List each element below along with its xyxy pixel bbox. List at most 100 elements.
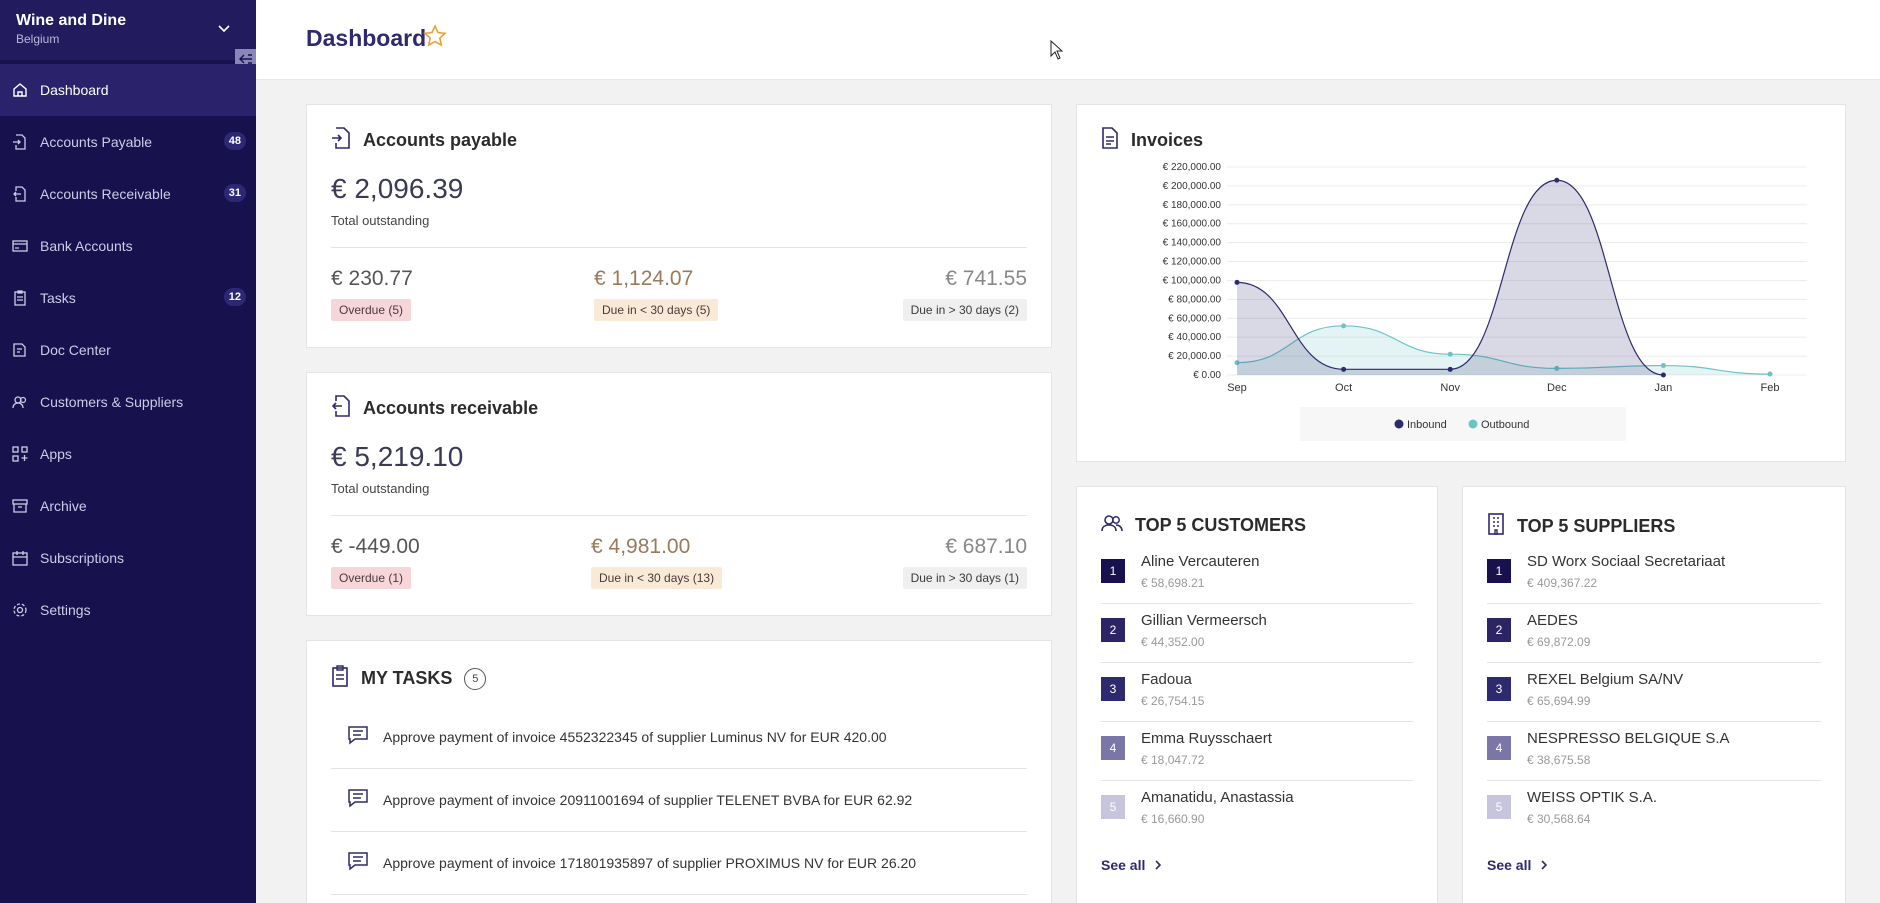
sidebar-item-archive[interactable]: Archive: [0, 480, 256, 532]
sidebar-item-settings[interactable]: Settings: [0, 584, 256, 636]
total-outstanding-label: Total outstanding: [331, 213, 430, 228]
y-tick-label: € 160,000.00: [1163, 219, 1222, 230]
sidebar-item-bank-accounts[interactable]: Bank Accounts: [0, 220, 256, 272]
sidebar-item-tasks[interactable]: Tasks 12: [0, 272, 256, 324]
supplier-name: AEDES: [1527, 612, 1578, 629]
invoices-card: Invoices € 0.00 € 20,000.00 € 40,000.00 € 6…: [1076, 104, 1846, 462]
top-suppliers-card: TOP 5 SUPPLIERS 1 SD Worx Sociaal Secret…: [1462, 486, 1846, 903]
divider: [331, 247, 1027, 248]
card-title: MY TASKS: [361, 668, 453, 688]
chevron-down-icon[interactable]: [218, 22, 230, 36]
favorite-star-icon[interactable]: [423, 24, 447, 53]
archive-icon: [12, 498, 28, 514]
customer-row[interactable]: 4 Emma Ruysschaert € 18,047.72: [1101, 722, 1413, 781]
series-line-outbound: [1236, 325, 1771, 375]
sidebar-item-apps[interactable]: Apps: [0, 428, 256, 480]
company-switcher[interactable]: Wine and Dine Belgium: [0, 0, 256, 60]
task-item[interactable]: Approve payment of invoice 20911001694 o…: [331, 769, 1027, 832]
task-item[interactable]: Approve payment of invoice 171801935897 …: [331, 832, 1027, 895]
mouse-cursor-icon: [1050, 39, 1064, 65]
accounts-receivable-card: Accounts receivable € 5,219.10 Total out…: [306, 372, 1052, 616]
divider: [331, 515, 1027, 516]
customer-row[interactable]: 5 Amanatidu, Anastassia € 16,660.90: [1101, 781, 1413, 840]
customer-name: Fadoua: [1141, 671, 1192, 688]
due-30-plus-badge[interactable]: Due in > 30 days (1): [902, 567, 1027, 589]
data-point: [1767, 371, 1773, 377]
data-point: [1554, 177, 1560, 183]
customer-name: Gillian Vermeersch: [1141, 612, 1267, 629]
chevron-right-icon: [1541, 857, 1548, 873]
customer-value: € 44,352.00: [1141, 635, 1205, 649]
data-point: [1554, 365, 1560, 371]
legend-label: Outbound: [1481, 419, 1529, 431]
accounts-payable-card: Accounts payable € 2,096.39 Total outsta…: [306, 104, 1052, 348]
due-30-plus-amount: € 741.55: [945, 267, 1027, 290]
see-all-customers-link[interactable]: See all: [1101, 857, 1162, 873]
supplier-value: € 38,675.58: [1527, 753, 1591, 767]
sidebar-item-dashboard[interactable]: Dashboard: [0, 64, 256, 116]
y-tick-label: € 140,000.00: [1163, 238, 1222, 249]
comment-icon: [347, 788, 369, 813]
overdue-amount: € -449.00: [331, 535, 420, 558]
sidebar-item-subscriptions[interactable]: Subscriptions: [0, 532, 256, 584]
supplier-row[interactable]: 5 WEISS OPTIK S.A. € 30,568.64: [1487, 781, 1821, 840]
x-tick-label: Nov: [1440, 382, 1460, 394]
supplier-name: NESPRESSO BELGIQUE S.A: [1527, 730, 1730, 747]
page-title: Dashboard: [306, 25, 427, 51]
count-badge: 31: [223, 184, 246, 202]
due-30-plus-badge[interactable]: Due in > 30 days (2): [902, 299, 1027, 321]
sidebar-item-label: Archive: [40, 498, 87, 514]
card-title: Accounts receivable: [363, 398, 539, 418]
overdue-badge[interactable]: Overdue (1): [331, 567, 412, 589]
customer-row[interactable]: 2 Gillian Vermeersch € 44,352.00: [1101, 604, 1413, 663]
due-30-badge[interactable]: Due in < 30 days (13): [591, 567, 723, 589]
supplier-name: REXEL Belgium SA/NV: [1527, 671, 1684, 688]
y-tick-label: € 120,000.00: [1163, 257, 1222, 268]
y-tick-label: € 0.00: [1193, 370, 1221, 381]
customer-row[interactable]: 3 Fadoua € 26,754.15: [1101, 663, 1413, 722]
data-point: [1234, 360, 1240, 366]
doc-center-icon: [12, 342, 28, 358]
rank-badge: 2: [1487, 618, 1511, 642]
y-tick-label: € 220,000.00: [1163, 162, 1222, 173]
task-text: Approve payment of invoice 4552322345 of…: [383, 729, 887, 745]
sidebar-item-customers-suppliers[interactable]: Customers & Suppliers: [0, 376, 256, 428]
overdue-badge[interactable]: Overdue (5): [331, 299, 412, 321]
sidebar-item-accounts-receivable[interactable]: Accounts Receivable 31: [0, 168, 256, 220]
task-count-badge: 5: [464, 667, 487, 690]
task-item[interactable]: Approve payment of invoice 4552322345 of…: [331, 706, 1027, 769]
y-tick-label: € 200,000.00: [1163, 181, 1222, 192]
users-icon: [12, 394, 28, 410]
supplier-row[interactable]: 2 AEDES € 69,872.09: [1487, 604, 1821, 663]
customer-value: € 26,754.15: [1141, 694, 1205, 708]
card-title: Invoices: [1131, 130, 1204, 150]
legend-swatch: [1394, 419, 1404, 429]
supplier-row[interactable]: 1 SD Worx Sociaal Secretariaat € 409,367…: [1487, 545, 1821, 604]
y-tick-label: € 60,000.00: [1168, 313, 1221, 324]
outbound-document-icon: [12, 186, 28, 202]
supplier-value: € 65,694.99: [1527, 694, 1591, 708]
supplier-row[interactable]: 3 REXEL Belgium SA/NV € 65,694.99: [1487, 663, 1821, 722]
total-outstanding-amount: € 2,096.39: [331, 173, 464, 204]
credit-card-icon: [12, 238, 28, 254]
rank-badge: 3: [1101, 677, 1125, 701]
overdue-amount: € 230.77: [331, 267, 413, 290]
due-30-badge[interactable]: Due in < 30 days (5): [594, 299, 719, 321]
inbound-document-icon: [12, 134, 28, 150]
sidebar-item-label: Dashboard: [40, 82, 109, 98]
sidebar: Wine and Dine Belgium Dashboard Accounts…: [0, 0, 257, 903]
y-tick-label: € 180,000.00: [1163, 200, 1222, 211]
sidebar-item-accounts-payable[interactable]: Accounts Payable 48: [0, 116, 256, 168]
customer-row[interactable]: 1 Aline Vercauteren € 58,698.21: [1101, 545, 1413, 604]
rank-badge: 4: [1101, 736, 1125, 760]
data-point: [1660, 372, 1666, 378]
rank-badge: 5: [1101, 795, 1125, 819]
data-point: [1447, 351, 1453, 357]
supplier-row[interactable]: 4 NESPRESSO BELGIQUE S.A € 38,675.58: [1487, 722, 1821, 781]
sidebar-item-doc-center[interactable]: Doc Center: [0, 324, 256, 376]
see-all-suppliers-link[interactable]: See all: [1487, 857, 1548, 873]
rank-badge: 1: [1487, 559, 1511, 583]
company-country: Belgium: [16, 32, 60, 46]
rank-badge: 5: [1487, 795, 1511, 819]
rank-badge: 2: [1101, 618, 1125, 642]
